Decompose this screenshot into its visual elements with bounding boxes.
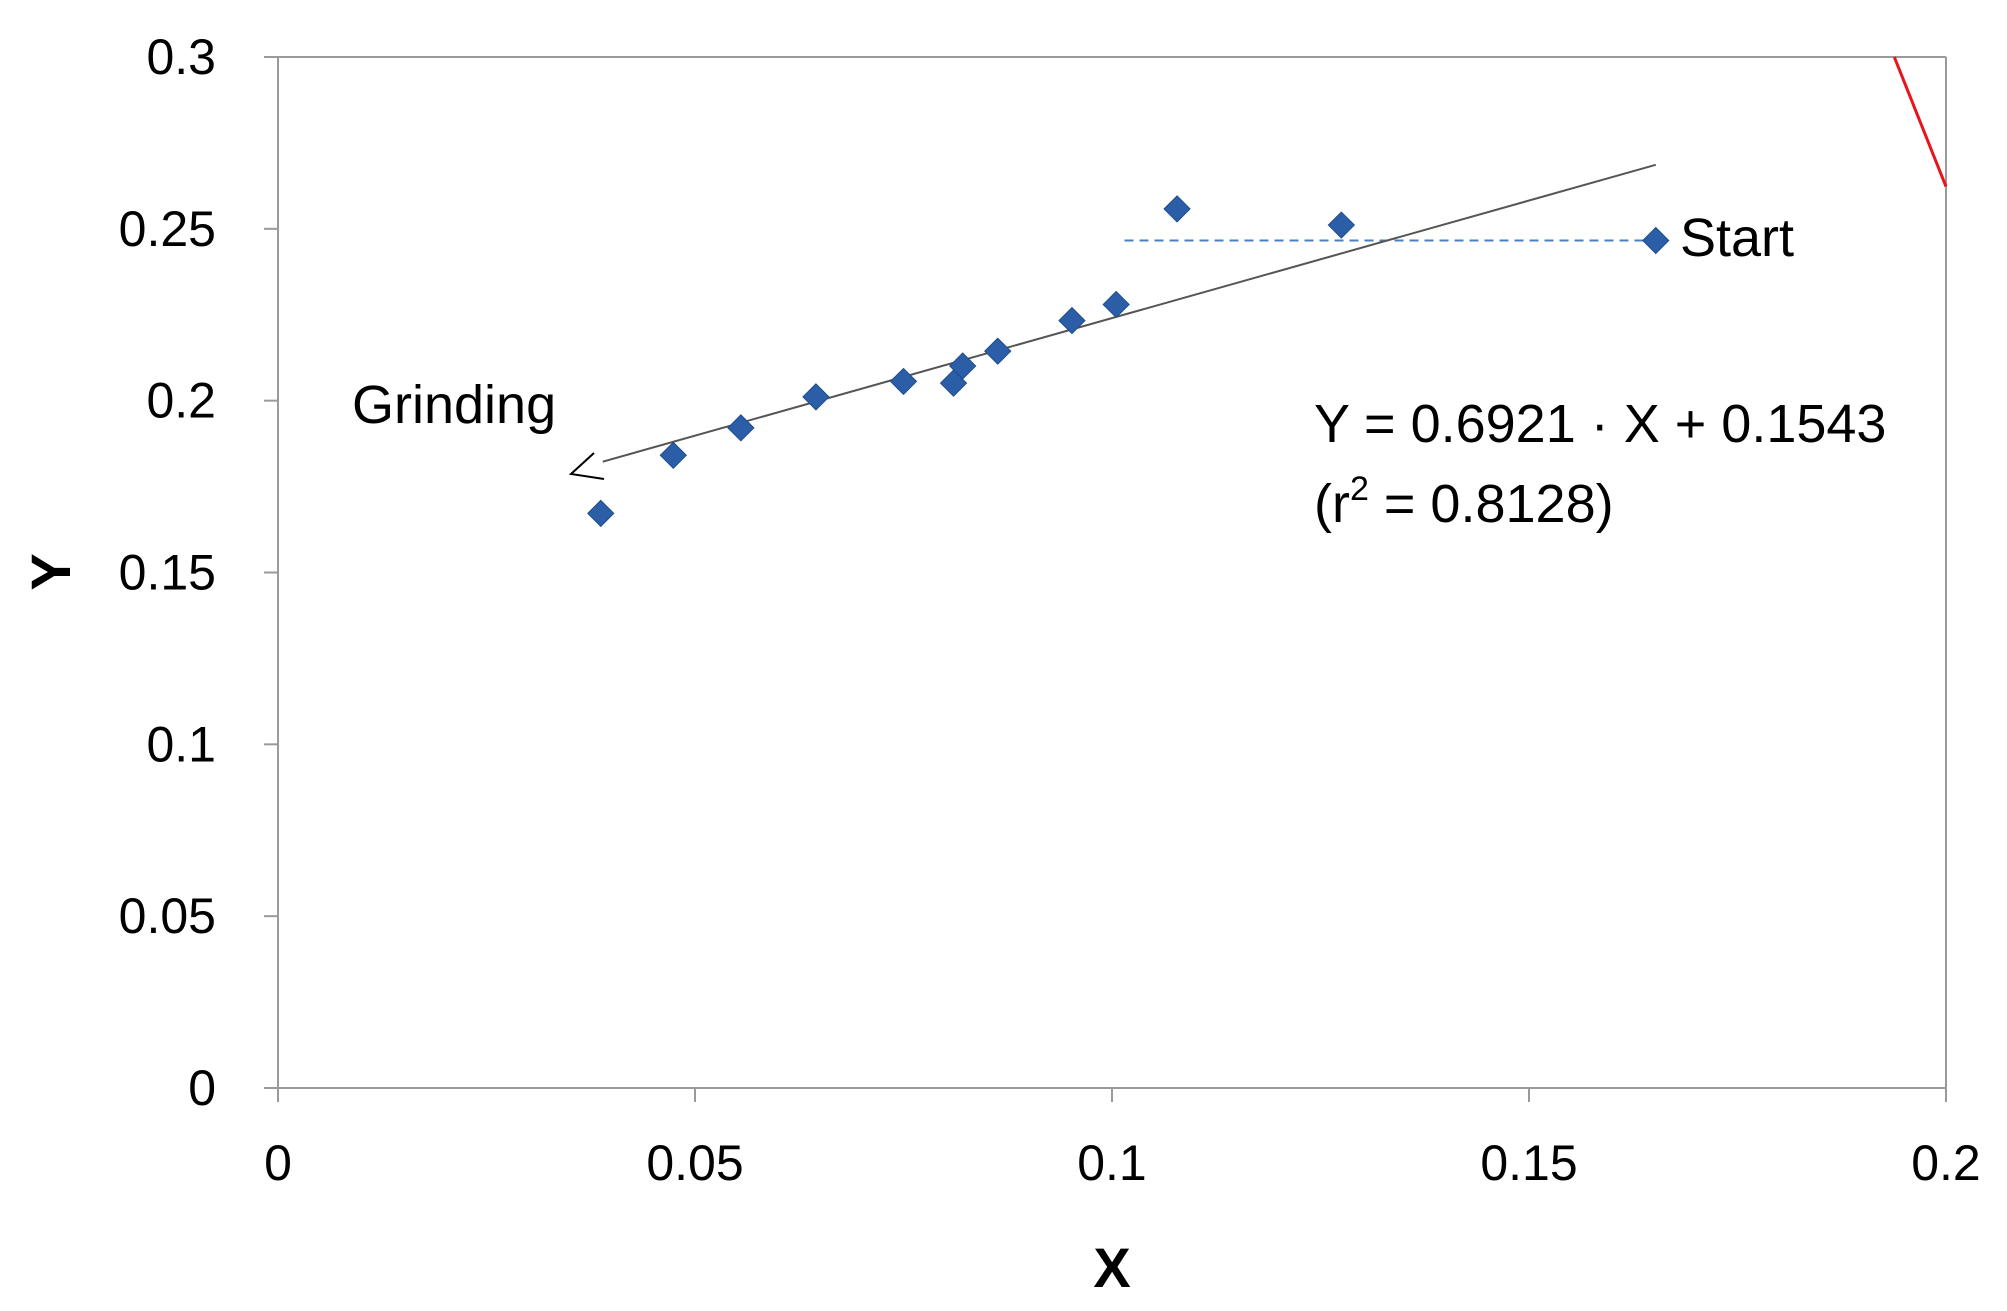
x-axis-title: X bbox=[1093, 1236, 1130, 1299]
grinding-arrow-head bbox=[568, 452, 605, 480]
y-tick-label: 0 bbox=[188, 1060, 216, 1116]
data-point bbox=[1163, 195, 1191, 223]
reference-lines bbox=[1124, 56, 1948, 242]
data-point bbox=[1102, 290, 1130, 319]
y-tick-label: 0.25 bbox=[119, 201, 216, 257]
data-point bbox=[802, 383, 830, 411]
y-tick-label: 0.1 bbox=[146, 716, 216, 772]
data-point bbox=[1642, 226, 1670, 255]
y-tick-label: 0.05 bbox=[119, 888, 216, 944]
start-label: Start bbox=[1680, 208, 1794, 268]
fit-line bbox=[602, 163, 1657, 463]
data-point bbox=[727, 414, 755, 442]
y-axis-title: Y bbox=[19, 553, 82, 590]
y-tick-label: 0.2 bbox=[146, 373, 216, 429]
x-tick-label: 0.2 bbox=[1911, 1135, 1981, 1191]
x-tick-label: 0.05 bbox=[646, 1135, 743, 1191]
data-point bbox=[984, 337, 1012, 365]
x-tick-label: 0 bbox=[264, 1135, 292, 1191]
y-tick-label: 0.15 bbox=[119, 545, 216, 601]
x-axis-ticks: 0 0.05 0.1 0.15 0.2 bbox=[264, 1088, 1981, 1191]
red-boundary-line bbox=[1892, 56, 1948, 188]
data-point bbox=[1327, 211, 1356, 239]
x-tick-label: 0.1 bbox=[1077, 1135, 1147, 1191]
data-point bbox=[587, 499, 615, 528]
data-point bbox=[889, 367, 918, 396]
data-point bbox=[949, 352, 977, 380]
fit-line-group bbox=[602, 163, 1657, 463]
r-squared-superscript: 2 bbox=[1350, 470, 1369, 508]
data-points bbox=[587, 195, 1670, 528]
grinding-label: Grinding bbox=[352, 375, 556, 435]
r-squared-label: (r2 = 0.8128) bbox=[1314, 470, 1614, 534]
data-point bbox=[1058, 306, 1086, 335]
y-tick-label: 0.3 bbox=[146, 29, 216, 85]
fit-equation-label: Y = 0.6921 · X + 0.1543 bbox=[1314, 394, 1886, 454]
x-tick-label: 0.15 bbox=[1480, 1135, 1577, 1191]
y-axis-ticks: 0 0.05 0.1 0.15 0.2 0.25 0.3 bbox=[119, 29, 278, 1116]
r-squared-value: = 0.8128) bbox=[1369, 474, 1614, 534]
r-squared-open: (r bbox=[1314, 474, 1350, 534]
data-point bbox=[659, 441, 688, 470]
